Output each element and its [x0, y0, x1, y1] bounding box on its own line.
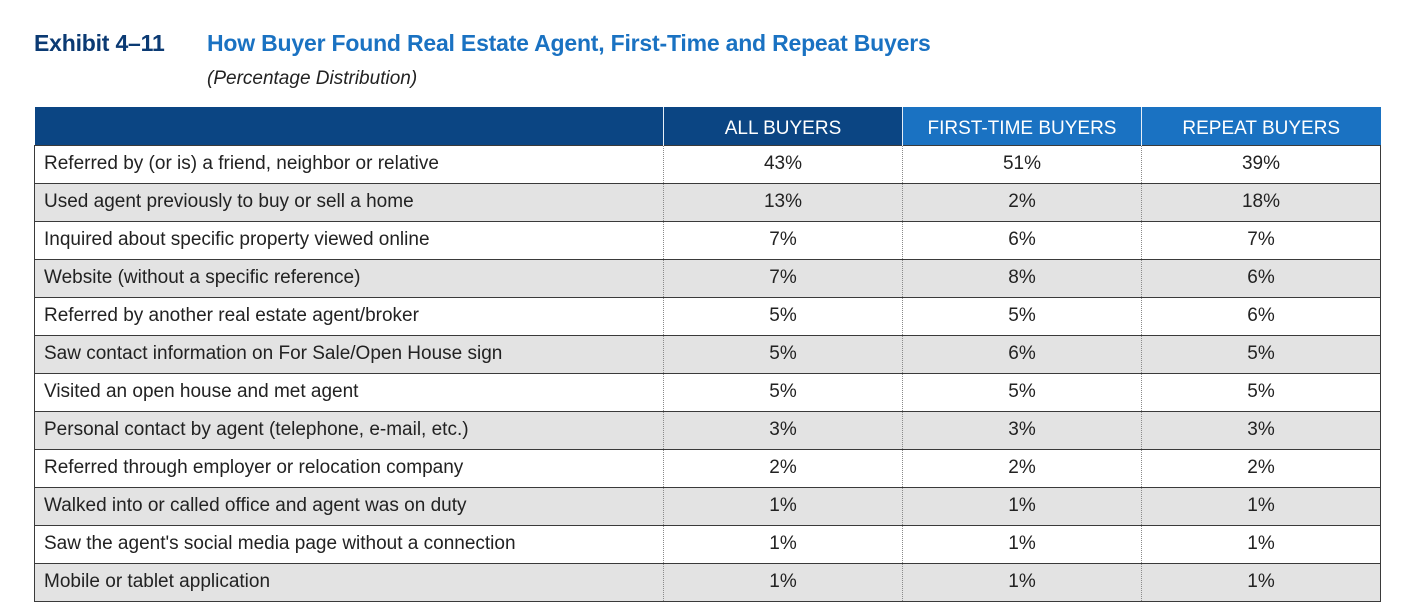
cell-first-time-buyers: 3% [902, 410, 1142, 449]
cell-all-buyers: 1% [663, 524, 903, 563]
row-label: Mobile or tablet application [34, 562, 664, 602]
page-title: How Buyer Found Real Estate Agent, First… [207, 30, 931, 56]
table-row: Walked into or called office and agent w… [34, 486, 1381, 525]
cell-first-time-buyers: 5% [902, 372, 1142, 411]
cell-all-buyers: 5% [663, 334, 903, 373]
cell-repeat-buyers: 5% [1141, 372, 1381, 411]
cell-all-buyers: 1% [663, 486, 903, 525]
table-row: Referred by another real estate agent/br… [34, 296, 1381, 335]
table-row: Mobile or tablet application 1% 1% 1% [34, 562, 1381, 602]
cell-repeat-buyers: 1% [1141, 562, 1381, 602]
cell-all-buyers: 7% [663, 220, 903, 259]
cell-first-time-buyers: 2% [902, 448, 1142, 487]
cell-all-buyers: 1% [663, 562, 903, 602]
cell-first-time-buyers: 6% [902, 220, 1142, 259]
cell-repeat-buyers: 2% [1141, 448, 1381, 487]
cell-first-time-buyers: 51% [902, 144, 1142, 183]
table-row: Inquired about specific property viewed … [34, 220, 1381, 259]
table-row: Used agent previously to buy or sell a h… [34, 182, 1381, 221]
cell-first-time-buyers: 6% [902, 334, 1142, 373]
cell-repeat-buyers: 5% [1141, 334, 1381, 373]
cell-first-time-buyers: 5% [902, 296, 1142, 335]
row-label: Personal contact by agent (telephone, e-… [34, 410, 664, 449]
row-label: Visited an open house and met agent [34, 372, 664, 411]
row-label: Website (without a specific reference) [34, 258, 664, 297]
row-label: Referred through employer or relocation … [34, 448, 664, 487]
row-label: Walked into or called office and agent w… [34, 486, 664, 525]
cell-repeat-buyers: 7% [1141, 220, 1381, 259]
column-header-first-time-buyers: FIRST-TIME BUYERS [902, 107, 1142, 145]
cell-first-time-buyers: 1% [902, 562, 1142, 602]
cell-first-time-buyers: 8% [902, 258, 1142, 297]
cell-repeat-buyers: 18% [1141, 182, 1381, 221]
column-header-all-buyers: ALL BUYERS [663, 107, 903, 145]
row-label: Saw contact information on For Sale/Open… [34, 334, 664, 373]
row-label: Inquired about specific property viewed … [34, 220, 664, 259]
table-body: Referred by (or is) a friend, neighbor o… [34, 144, 1381, 602]
table-header-row: ALL BUYERS FIRST-TIME BUYERS REPEAT BUYE… [34, 107, 1381, 145]
cell-all-buyers: 5% [663, 372, 903, 411]
cell-repeat-buyers: 39% [1141, 144, 1381, 183]
data-table: ALL BUYERS FIRST-TIME BUYERS REPEAT BUYE… [34, 107, 1381, 602]
row-label: Referred by (or is) a friend, neighbor o… [34, 144, 664, 183]
cell-repeat-buyers: 3% [1141, 410, 1381, 449]
cell-all-buyers: 2% [663, 448, 903, 487]
cell-repeat-buyers: 1% [1141, 524, 1381, 563]
exhibit-label: Exhibit 4–11 [34, 30, 165, 56]
cell-all-buyers: 5% [663, 296, 903, 335]
cell-first-time-buyers: 1% [902, 486, 1142, 525]
cell-repeat-buyers: 6% [1141, 296, 1381, 335]
table-row: Referred through employer or relocation … [34, 448, 1381, 487]
table-row: Visited an open house and met agent 5% 5% 5… [34, 372, 1381, 411]
table-row: Personal contact by agent (telephone, e-… [34, 410, 1381, 449]
table-row: Referred by (or is) a friend, neighbor o… [34, 144, 1381, 183]
table-row: Saw contact information on For Sale/Open… [34, 334, 1381, 373]
column-header-label [34, 107, 664, 145]
cell-first-time-buyers: 2% [902, 182, 1142, 221]
row-label: Saw the agent's social media page withou… [34, 524, 664, 563]
row-label: Used agent previously to buy or sell a h… [34, 182, 664, 221]
page-subtitle: (Percentage Distribution) [207, 68, 418, 89]
cell-first-time-buyers: 1% [902, 524, 1142, 563]
cell-all-buyers: 13% [663, 182, 903, 221]
cell-all-buyers: 3% [663, 410, 903, 449]
column-header-repeat-buyers: REPEAT BUYERS [1141, 107, 1381, 145]
row-label: Referred by another real estate agent/br… [34, 296, 664, 335]
cell-repeat-buyers: 1% [1141, 486, 1381, 525]
table-row: Saw the agent's social media page withou… [34, 524, 1381, 563]
cell-repeat-buyers: 6% [1141, 258, 1381, 297]
cell-all-buyers: 43% [663, 144, 903, 183]
cell-all-buyers: 7% [663, 258, 903, 297]
table-row: Website (without a specific reference) 7%… [34, 258, 1381, 297]
